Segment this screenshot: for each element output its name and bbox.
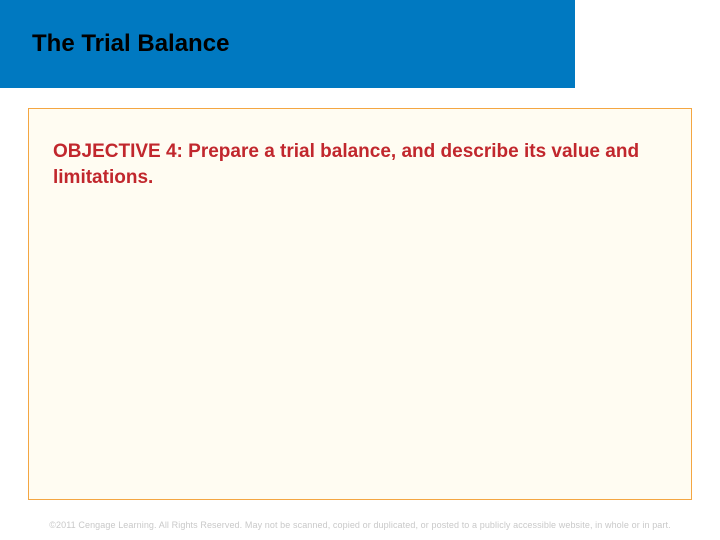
copyright-text: ©2011 Cengage Learning. All Rights Reser… (0, 520, 720, 530)
content-box: OBJECTIVE 4: Prepare a trial balance, an… (28, 108, 692, 500)
slide: The Trial Balance OBJECTIVE 4: Prepare a… (0, 0, 720, 540)
slide-title: The Trial Balance (32, 30, 229, 58)
objective-text: OBJECTIVE 4: Prepare a trial balance, an… (53, 139, 667, 190)
